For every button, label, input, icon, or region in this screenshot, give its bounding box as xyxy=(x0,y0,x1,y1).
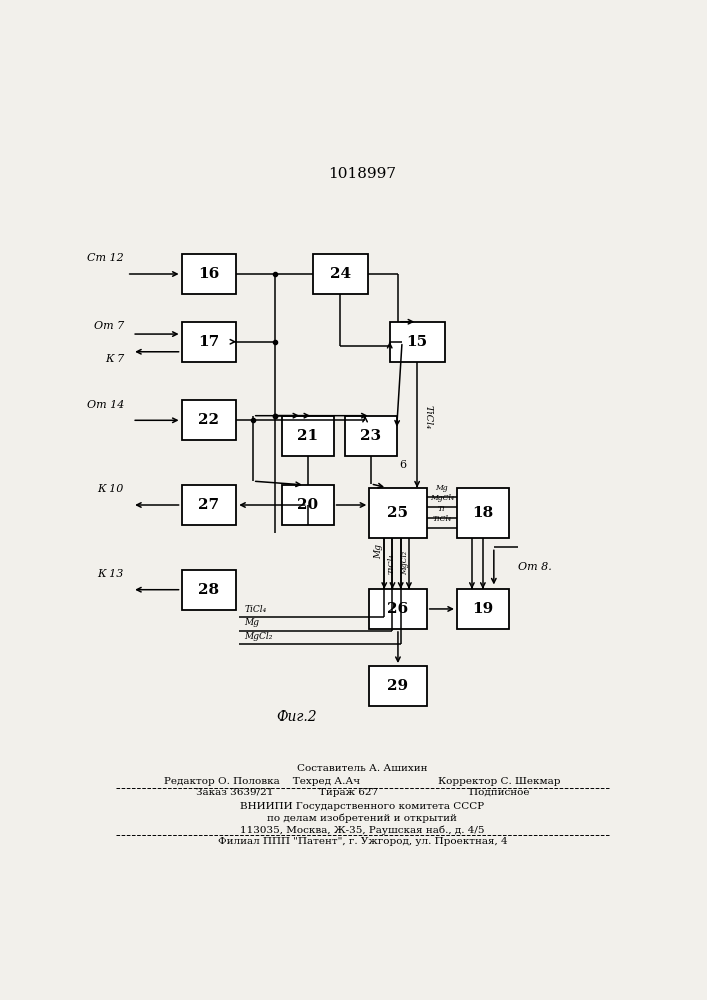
Text: TiCl₄: TiCl₄ xyxy=(387,553,395,574)
Text: Филиал ППП "Патент", г. Ужгород, ул. Проектная, 4: Филиал ППП "Патент", г. Ужгород, ул. Про… xyxy=(218,837,507,846)
Bar xyxy=(390,322,445,362)
Bar xyxy=(281,416,334,456)
Text: К 7: К 7 xyxy=(105,354,124,364)
Text: 1018997: 1018997 xyxy=(328,167,397,181)
Text: Mg: Mg xyxy=(245,618,259,627)
Text: Заказ 3639/21              Тираж 627                            Подписное: Заказ 3639/21 Тираж 627 Подписное xyxy=(196,788,529,797)
Text: 16: 16 xyxy=(198,267,220,281)
Bar xyxy=(182,322,236,362)
Text: MgCl₄: MgCl₄ xyxy=(430,494,454,502)
Bar xyxy=(182,400,236,440)
Text: 18: 18 xyxy=(472,506,493,520)
Bar xyxy=(369,666,427,706)
Text: 26: 26 xyxy=(387,602,409,616)
Text: От 8.: От 8. xyxy=(518,562,552,572)
Text: К 10: К 10 xyxy=(98,484,124,494)
Text: ВНИИПИ Государственного комитета СССР: ВНИИПИ Государственного комитета СССР xyxy=(240,802,484,811)
Bar xyxy=(313,254,368,294)
Text: Mg: Mg xyxy=(374,544,383,559)
Bar xyxy=(344,416,397,456)
Text: 19: 19 xyxy=(472,602,493,616)
Text: 17: 17 xyxy=(198,335,220,349)
Text: 21: 21 xyxy=(297,429,318,443)
Text: 15: 15 xyxy=(407,335,428,349)
Bar xyxy=(369,488,427,538)
Text: 25: 25 xyxy=(387,506,409,520)
Text: MgCl₂: MgCl₂ xyxy=(401,551,409,575)
Text: К 13: К 13 xyxy=(98,569,124,579)
Bar xyxy=(182,570,236,610)
Text: 22: 22 xyxy=(199,413,219,427)
Text: TiCl₄: TiCl₄ xyxy=(245,605,267,614)
Text: От 14: От 14 xyxy=(87,400,124,410)
Text: 29: 29 xyxy=(387,679,409,693)
Text: Составитель А. Ашихин: Составитель А. Ашихин xyxy=(297,764,428,773)
Text: Фиг.2: Фиг.2 xyxy=(276,710,317,724)
Text: 27: 27 xyxy=(199,498,219,512)
Text: От 7: От 7 xyxy=(94,321,124,331)
Text: 6: 6 xyxy=(399,460,407,470)
Text: TiCl₄: TiCl₄ xyxy=(423,405,433,429)
Text: TiCl₄: TiCl₄ xyxy=(432,515,451,523)
Text: 113035, Москва, Ж-35, Раушская наб., д. 4/5: 113035, Москва, Ж-35, Раушская наб., д. … xyxy=(240,825,484,835)
Text: MgCl₂: MgCl₂ xyxy=(245,632,273,641)
Text: Редактор О. Половка    Техред А.Ач                        Корректор С. Шекмар: Редактор О. Половка Техред А.Ач Корректо… xyxy=(164,777,561,786)
Bar xyxy=(369,589,427,629)
Text: Ti: Ti xyxy=(438,505,445,513)
Text: 24: 24 xyxy=(330,267,351,281)
Text: 20: 20 xyxy=(297,498,318,512)
Text: 28: 28 xyxy=(199,583,219,597)
Text: по делам изобретений и открытий: по делам изобретений и открытий xyxy=(267,814,457,823)
Bar xyxy=(281,485,334,525)
Text: Mg: Mg xyxy=(436,484,448,492)
Bar xyxy=(457,488,509,538)
Text: 23: 23 xyxy=(360,429,381,443)
Text: Cm 12: Cm 12 xyxy=(87,253,124,263)
Bar xyxy=(182,254,236,294)
Bar xyxy=(182,485,236,525)
Bar xyxy=(457,589,509,629)
